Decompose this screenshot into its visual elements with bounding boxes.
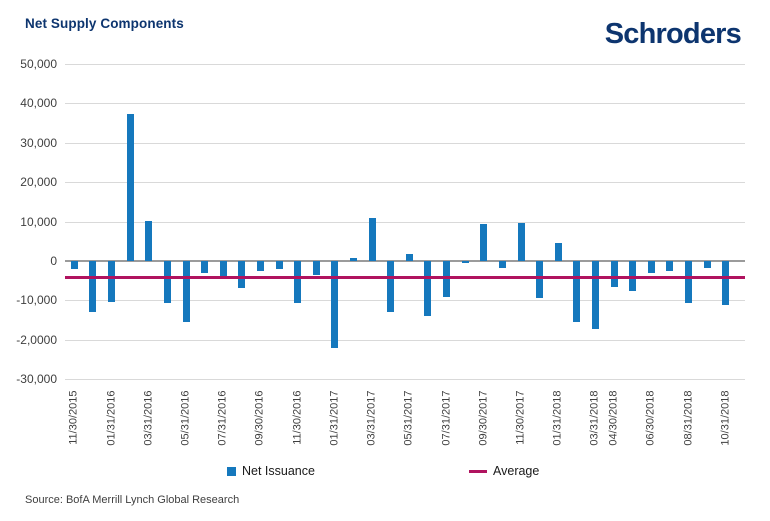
bar xyxy=(424,260,432,316)
y-gridline xyxy=(65,103,745,105)
bar xyxy=(610,260,618,287)
legend-label-net-issuance: Net Issuance xyxy=(242,464,315,478)
x-tick-label: 01/31/2017 xyxy=(328,390,341,446)
bar xyxy=(163,260,171,303)
x-tick-label: 11/30/2016 xyxy=(291,390,304,445)
bar xyxy=(368,217,376,261)
x-tick-label: 08/31/2018 xyxy=(682,390,694,446)
bar xyxy=(517,222,525,261)
x-tick-label: 06/30/2018 xyxy=(644,390,657,446)
y-tick-label: 10,000 xyxy=(20,214,57,229)
bar xyxy=(238,260,246,289)
page-title: Net Supply Components xyxy=(25,16,184,31)
bar xyxy=(536,260,544,299)
legend-item-average: Average xyxy=(469,462,539,480)
bar xyxy=(498,260,506,268)
bar xyxy=(350,257,357,261)
bar xyxy=(629,260,637,292)
bar xyxy=(275,260,283,269)
bar xyxy=(294,260,302,304)
x-tick-label: 07/31/2017 xyxy=(440,390,452,446)
y-tick-label: 40,000 xyxy=(20,96,57,111)
bar xyxy=(666,260,674,271)
y-gridline xyxy=(65,64,745,65)
average-line xyxy=(65,276,745,280)
bar xyxy=(256,260,264,272)
y-tick-label: 20,000 xyxy=(20,175,57,190)
bar xyxy=(108,260,115,302)
zero-axis-line xyxy=(65,259,745,262)
bar xyxy=(219,260,227,279)
y-tick-label: 50,000 xyxy=(20,57,57,71)
x-tick-label: 04/30/2018 xyxy=(607,390,620,446)
y-tick-label: -2,0000 xyxy=(16,332,57,347)
y-gridline xyxy=(65,300,745,302)
bar xyxy=(331,260,339,348)
bar xyxy=(201,260,209,274)
bar xyxy=(480,224,488,261)
y-gridline xyxy=(65,221,745,223)
bar xyxy=(405,254,413,261)
bar xyxy=(387,260,395,313)
bar xyxy=(145,221,153,261)
x-tick-label: 05/31/2016 xyxy=(179,390,192,446)
x-tick-label: 05/31/2017 xyxy=(402,390,415,446)
bar xyxy=(461,260,469,264)
chart-legend: Net Issuance Average xyxy=(0,462,770,482)
x-tick-label: 03/31/2017 xyxy=(365,390,378,446)
x-tick-label: 01/31/2018 xyxy=(551,390,564,446)
bar xyxy=(126,114,134,261)
x-tick-label: 03/31/2016 xyxy=(142,390,155,446)
x-tick-label: 11/30/2015 xyxy=(67,390,80,445)
legend-item-net-issuance: Net Issuance xyxy=(227,462,315,480)
y-tick-label: 0 xyxy=(50,253,57,268)
net-issuance-swatch xyxy=(227,466,236,476)
bar xyxy=(70,260,78,269)
y-gridline xyxy=(65,182,745,184)
source-note: Source: BofA Merrill Lynch Global Resear… xyxy=(25,494,240,506)
legend-label-average: Average xyxy=(493,464,540,478)
bar xyxy=(89,260,97,313)
x-tick-label: 09/30/2017 xyxy=(477,390,490,446)
x-tick-label: 01/31/2016 xyxy=(105,390,117,446)
bar xyxy=(647,260,655,274)
y-gridline xyxy=(65,339,745,341)
x-tick-label: 11/30/2017 xyxy=(514,390,527,445)
x-tick-label: 09/30/2016 xyxy=(253,390,266,446)
x-tick-label: 10/31/2018 xyxy=(719,390,732,446)
schroders-logo: Schroders xyxy=(604,18,742,50)
x-tick-label: 03/31/2018 xyxy=(588,390,601,446)
y-gridline xyxy=(65,379,745,380)
y-tick-label: 30,000 xyxy=(20,135,57,150)
bar xyxy=(312,260,320,276)
bar xyxy=(685,260,692,303)
y-tick-label: -10,000 xyxy=(16,293,57,308)
average-line-swatch xyxy=(469,469,487,473)
bar xyxy=(722,260,730,305)
x-tick-label: 07/31/2016 xyxy=(216,390,229,446)
bar xyxy=(573,260,581,322)
bar xyxy=(703,260,711,268)
y-gridline xyxy=(65,142,745,144)
bar xyxy=(182,260,190,322)
y-tick-label: -30,000 xyxy=(16,372,57,386)
bar xyxy=(591,260,599,330)
bar xyxy=(554,243,562,261)
net-supply-chart: 50,000 40,000 30,000 20,000 10,000 0 -10,000 -2… xyxy=(16,57,745,446)
